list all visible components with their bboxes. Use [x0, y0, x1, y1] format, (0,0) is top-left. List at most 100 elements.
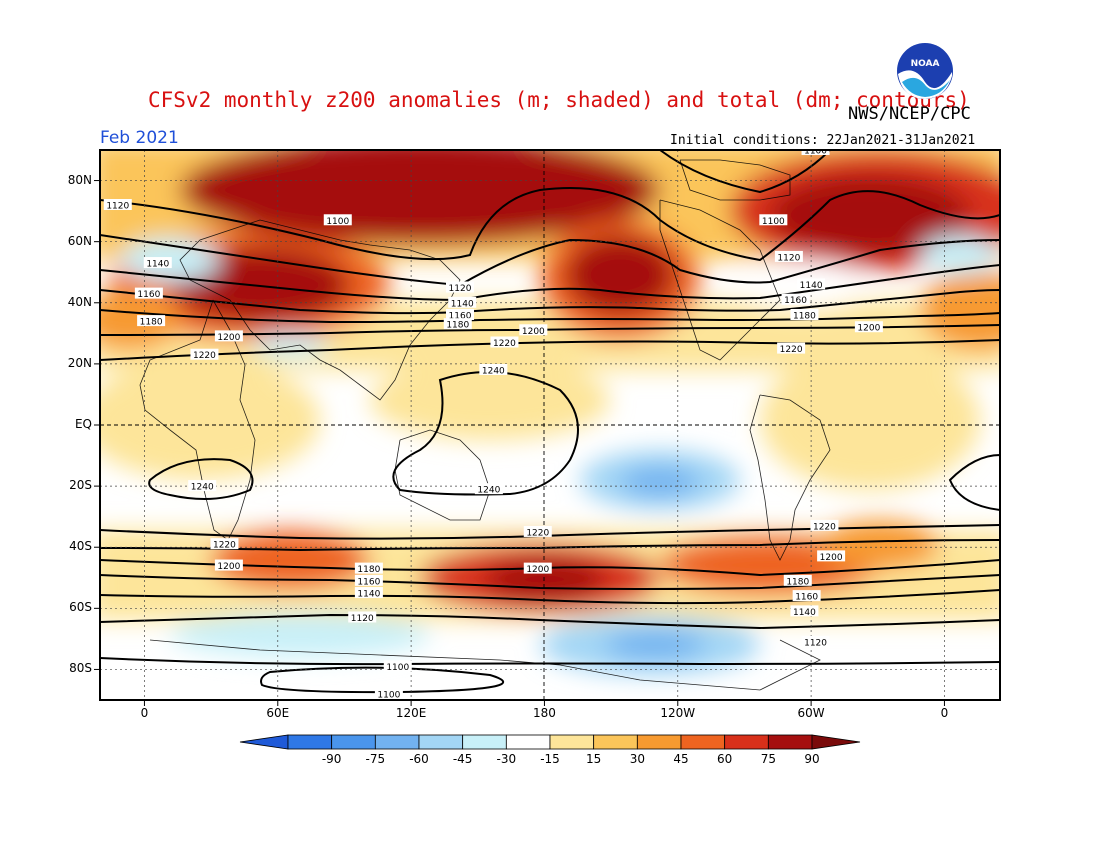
contour-label: 1120: [103, 199, 132, 212]
contour-label-bg: [448, 296, 477, 308]
contour-label-bg: [801, 635, 830, 647]
contour-label-bg: [383, 660, 412, 672]
colorbar-high-arrow: [811, 734, 861, 750]
contour-label-bg: [214, 559, 243, 571]
contour-label-bg: [103, 199, 132, 210]
colorbar-swatch: [331, 734, 376, 750]
lat-label: 40S: [69, 539, 92, 554]
contour-label-text: 1200: [522, 327, 545, 337]
contour-label-text: 1200: [820, 553, 843, 563]
contour-label: 1100: [801, 150, 830, 157]
contour-label: 1220: [210, 538, 239, 551]
lon-label: 60W: [797, 706, 825, 720]
contour-label-text: 1160: [449, 312, 472, 322]
contour-label: 1160: [446, 309, 474, 322]
contour-label: 1200: [214, 559, 243, 572]
lon-label: 120W: [660, 706, 696, 720]
colorbar-label: 30: [629, 752, 645, 766]
contour-label-bg: [374, 687, 403, 699]
contour-label-text: 1180: [446, 321, 469, 331]
contour-label-bg: [523, 525, 552, 537]
contour-label-bg: [190, 348, 219, 360]
contour-label: 1180: [783, 574, 812, 587]
lat-label: 60S: [69, 600, 92, 615]
contour-label: 1220: [777, 342, 806, 355]
contour-label-text: 1120: [351, 614, 374, 624]
colorbar-label: 90: [804, 752, 820, 766]
contour-label-text: 1220: [813, 522, 836, 532]
contour-label: 1120: [446, 281, 474, 294]
contour-label: 1140: [354, 587, 383, 600]
contour-label-bg: [817, 550, 846, 562]
colorbar-label: -90: [321, 752, 342, 766]
contour-label-bg: [354, 562, 383, 574]
contour-label-bg: [354, 574, 383, 586]
lon-label: 180: [532, 706, 556, 720]
colorbar: [239, 734, 861, 750]
contour-label: 1180: [137, 315, 166, 328]
contour-label-bg: [519, 324, 548, 336]
contour-label: 1180: [354, 562, 383, 575]
contour-label-text: 1180: [786, 577, 809, 587]
contour-label-text: 1200: [526, 565, 549, 575]
contour-label: 1240: [188, 480, 217, 493]
forecast-month: Feb 2021: [100, 128, 179, 148]
contour-label-bg: [777, 342, 806, 354]
contour-label: 1200: [519, 324, 548, 337]
contour-label: 1100: [383, 660, 412, 673]
colorbar-label: -60: [409, 752, 429, 766]
contour-label-text: 1220: [526, 528, 549, 538]
lat-label: 80N: [67, 172, 92, 187]
colorbar-swatch: [593, 734, 638, 750]
initial-conditions: Initial conditions: 22Jan2021-31Jan2021: [670, 133, 976, 148]
colorbar-label: -45: [452, 752, 473, 766]
contour-label-text: 1140: [357, 590, 380, 600]
contour-label-bg: [490, 336, 519, 348]
contour-label-bg: [188, 480, 217, 492]
colorbar-swatch: [636, 734, 682, 750]
contour-label: 1220: [190, 348, 219, 361]
colorbar-swatch: [462, 734, 507, 750]
logo-text: NOAA: [911, 59, 940, 69]
colorbar-swatch: [418, 734, 464, 750]
contour-label-text: 1140: [451, 299, 474, 309]
contour-label-text: 1220: [193, 351, 216, 361]
contour-label-text: 1120: [777, 253, 800, 263]
contour-label: 1200: [523, 562, 552, 575]
contour-label: 1100: [759, 214, 788, 227]
contour-label-text: 1200: [857, 324, 880, 334]
colorbar-label: 45: [673, 752, 689, 766]
contour-label-text: 1120: [804, 638, 827, 648]
contour-label-bg: [348, 611, 377, 623]
colorbar-label: -75: [365, 752, 386, 766]
colorbar-swatch: [767, 734, 813, 750]
colorbar-swatch: [287, 734, 333, 750]
contour-label-text: 1160: [357, 577, 380, 587]
anomaly-shading: 1120110011401160118012001220112011401160…: [100, 150, 1000, 700]
contour-label-bg: [143, 257, 172, 269]
contour-label-bg: [792, 590, 821, 602]
contour-label-text: 1220: [780, 345, 803, 355]
lat-label: 40N: [67, 294, 92, 309]
contour-label: 1180: [790, 309, 819, 322]
axis-ticks: [94, 180, 945, 706]
lon-label: 120E: [395, 706, 427, 720]
contour-label-text: 1220: [493, 339, 516, 349]
contour-label-bg: [854, 321, 883, 333]
contour-label: 1180: [443, 318, 472, 331]
contour-label-text: 1240: [477, 486, 500, 496]
lon-label: 60E: [266, 706, 290, 720]
colorbar-swatch: [724, 734, 769, 750]
contour-label-bg: [797, 278, 826, 290]
contour-label-bg: [790, 309, 819, 320]
contour-label-bg: [443, 318, 472, 330]
contour-label: 1220: [490, 336, 519, 349]
contour-label: 1100: [323, 214, 352, 227]
contour-label: 1200: [854, 321, 883, 334]
contour-label: 1200: [817, 550, 846, 563]
contour-label-bg: [354, 587, 383, 599]
figure-title: CFSv2 monthly z200 anomalies (m; shaded)…: [148, 88, 970, 112]
colorbar-low-arrow: [239, 734, 289, 750]
contour-label-text: 1100: [377, 690, 400, 700]
